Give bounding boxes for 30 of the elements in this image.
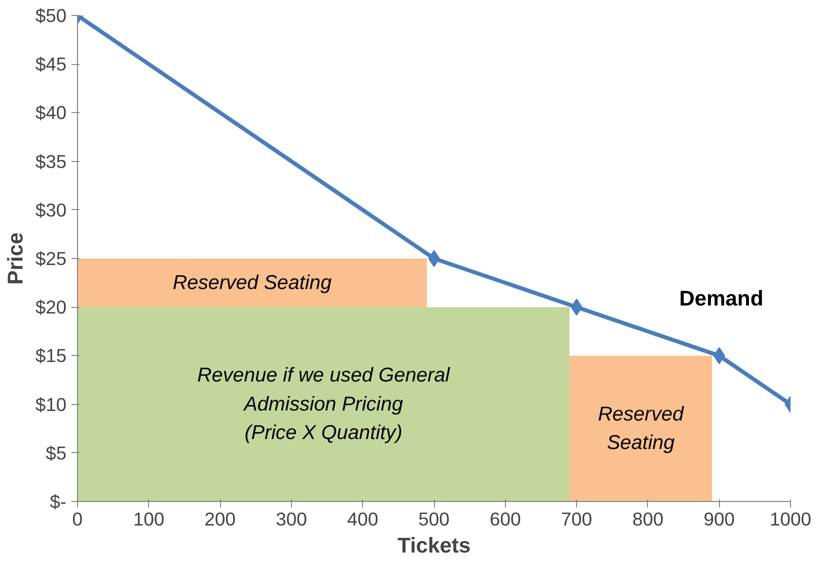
series-label: Demand [679, 286, 764, 311]
x-tick-label: 400 [347, 508, 378, 530]
x-tick-label: 500 [418, 508, 450, 530]
y-tick-label: $25 [35, 248, 67, 269]
x-tick-label: 800 [632, 508, 664, 530]
annotation: Reserved Seating [598, 403, 684, 454]
point [428, 250, 440, 267]
x-tick-label: 100 [133, 508, 164, 530]
y-tick-label: $5 [46, 442, 67, 464]
y-tick-label: $30 [35, 199, 67, 220]
y-tick-label: $35 [35, 150, 67, 172]
annotation: Reserved Seating [172, 272, 332, 294]
x-tick-label: 900 [704, 508, 735, 530]
x-tick-label: 600 [490, 508, 521, 530]
y-tick-label: $- [50, 491, 67, 512]
y-tick-label: $10 [35, 394, 67, 415]
x-tick-label: 0 [72, 508, 83, 530]
y-tick-label: $50 [35, 5, 67, 26]
annotation: Revenue if we used General Admission Pricing (Price X Quantity) [197, 364, 450, 444]
y-tick-label: $20 [35, 296, 67, 318]
x-tick-label: 1000 [770, 508, 812, 530]
y-tick-label: $15 [35, 345, 67, 366]
x-tick-label: 700 [561, 508, 592, 530]
x-axis-title: Tickets [397, 534, 471, 558]
y-tick-label: $45 [35, 54, 67, 75]
y-tick-label: $40 [35, 102, 67, 124]
x-tick-label: 300 [276, 508, 307, 530]
y-axis-title: Price [3, 232, 28, 285]
x-tick-label: 200 [204, 508, 236, 530]
point [713, 347, 726, 364]
